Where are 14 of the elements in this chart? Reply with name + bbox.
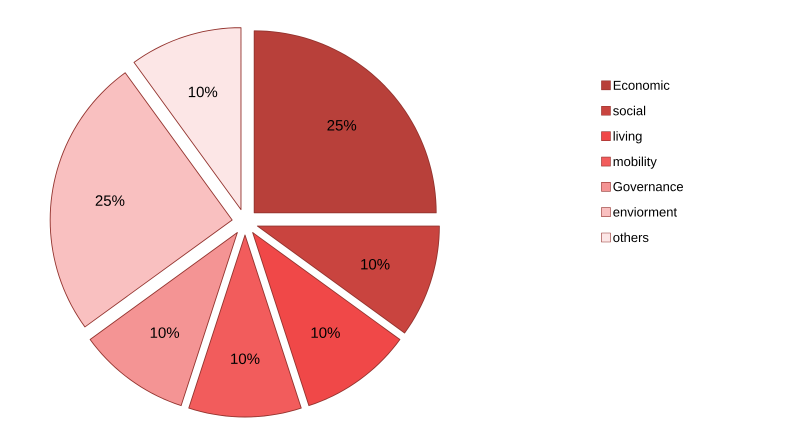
legend-label: Governance <box>613 182 684 192</box>
legend-label: others <box>613 232 648 242</box>
data-label: 25% <box>96 195 124 206</box>
data-label: 10% <box>188 86 218 98</box>
data-label: 10% <box>312 327 340 338</box>
legend-label: social <box>613 106 646 116</box>
legend-label: mobility <box>614 156 657 169</box>
legend-label: enviorment <box>613 207 677 217</box>
data-label: 10% <box>231 353 260 364</box>
data-label: 10% <box>150 327 180 338</box>
legend-label: living <box>614 131 642 144</box>
data-label: 25% <box>327 120 356 131</box>
data-label: 10% <box>361 258 390 270</box>
legend-label: Economic <box>614 80 670 90</box>
